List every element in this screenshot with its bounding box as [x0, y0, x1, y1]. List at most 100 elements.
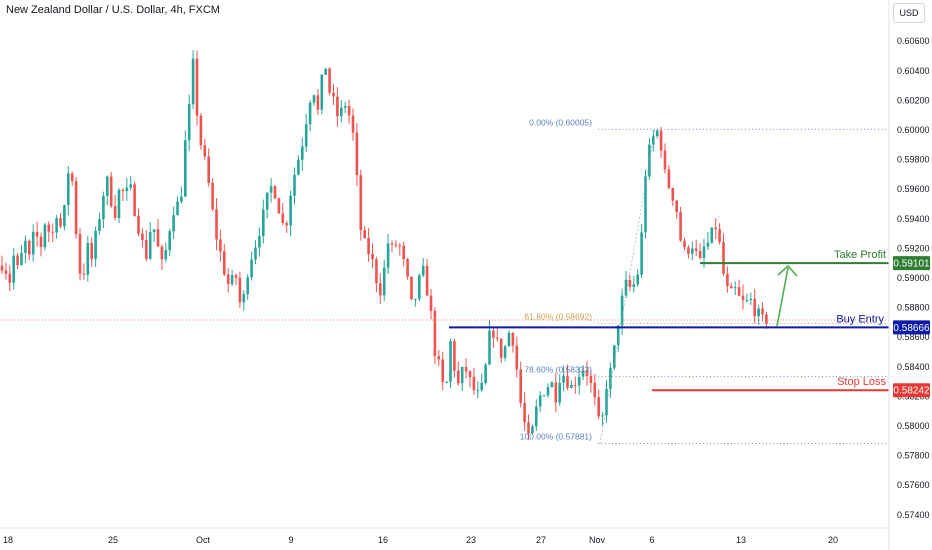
y-axis-tick: 0.58600 — [897, 332, 930, 342]
candle-body — [503, 346, 507, 358]
candle-body — [425, 265, 429, 296]
candle-body — [398, 245, 402, 247]
candle-body — [269, 186, 273, 193]
candle-body — [82, 273, 86, 275]
candle-body — [745, 300, 749, 301]
price-badge-label: 0.58242 — [893, 386, 930, 397]
candle-body — [363, 230, 366, 238]
candle-body — [47, 224, 51, 232]
candle-body — [219, 239, 222, 252]
candle-body — [340, 107, 343, 117]
candle-body — [328, 68, 331, 93]
y-axis-tick: 0.60000 — [897, 125, 930, 135]
candle-body — [199, 115, 203, 146]
price-badge-bg — [893, 383, 930, 398]
candle-body — [663, 150, 667, 170]
y-axis-tick: 0.57600 — [897, 480, 930, 490]
candle-body — [8, 273, 12, 283]
candle-body — [223, 251, 226, 275]
candle-body — [616, 325, 620, 346]
candle-body — [55, 218, 58, 233]
candle-body — [78, 234, 82, 274]
candle-body — [160, 246, 164, 260]
candle-body — [714, 227, 717, 230]
candle-body — [125, 187, 129, 191]
y-axis-tick: 0.57400 — [897, 510, 930, 520]
x-axis-tick: 18 — [3, 535, 13, 545]
candle-body — [164, 250, 168, 260]
candle-body — [20, 253, 23, 265]
candle-body — [98, 219, 101, 231]
candle-body — [453, 341, 456, 371]
y-axis-tick: 0.59800 — [897, 155, 930, 165]
candle-body — [457, 370, 460, 384]
candle-body — [460, 367, 464, 384]
candle-body — [43, 224, 47, 248]
candle-body — [499, 338, 503, 358]
candle-body — [496, 337, 499, 339]
candle-body — [277, 198, 281, 214]
candle-body — [184, 140, 187, 197]
x-axis-tick: Nov — [589, 535, 606, 545]
candle-body — [129, 184, 132, 188]
candle-body — [648, 144, 651, 177]
price-badge-bg — [893, 320, 930, 335]
candle-body — [336, 96, 339, 117]
candle-body — [312, 95, 316, 103]
candle-body — [250, 259, 253, 278]
candle-body — [527, 422, 530, 434]
candle-body — [74, 181, 78, 235]
candle-body — [675, 200, 678, 212]
candle-body — [523, 402, 526, 423]
candle-body — [542, 395, 546, 397]
candle-body — [698, 250, 702, 258]
candle-body — [659, 130, 663, 151]
candle-body — [285, 223, 288, 226]
candle-body — [679, 211, 682, 241]
chart-title: New Zealand Dollar / U.S. Dollar, 4h, FX… — [6, 4, 220, 16]
currency-button[interactable]: USD — [893, 3, 925, 23]
candle-body — [562, 375, 565, 383]
candle-body — [187, 104, 191, 141]
candle-body — [113, 206, 117, 218]
price-badge-bg — [893, 256, 930, 271]
fib-level-label: 78.60% (0.58333) — [524, 365, 592, 375]
candle-body — [141, 233, 144, 240]
y-axis-tick: 0.59600 — [897, 184, 930, 194]
candle-body — [351, 115, 355, 133]
candle-body — [4, 270, 8, 274]
candle-body — [640, 232, 643, 275]
candle-body — [749, 298, 753, 300]
candle-body — [757, 308, 760, 317]
candle-body — [765, 314, 768, 324]
y-axis-tick: 0.60200 — [897, 95, 930, 105]
candle-body — [343, 106, 347, 108]
candle-body — [133, 184, 136, 216]
candle-body — [566, 375, 569, 388]
candle-body — [273, 186, 277, 199]
candle-body — [585, 370, 589, 376]
x-axis-tick: 16 — [378, 535, 388, 545]
candle-body — [480, 383, 483, 391]
x-axis-tick: 23 — [466, 535, 476, 545]
candle-body — [176, 201, 179, 216]
y-axis-tick: 0.60600 — [897, 36, 930, 46]
candle-body — [168, 231, 171, 250]
candle-body — [28, 240, 31, 255]
candle-body — [605, 389, 608, 416]
candle-body — [492, 330, 495, 338]
x-axis-tick: 13 — [736, 535, 746, 545]
candle-body — [726, 273, 729, 287]
candle-body — [35, 231, 39, 237]
candle-body — [468, 371, 472, 377]
candle-body — [39, 236, 43, 248]
candle-body — [152, 229, 156, 232]
candle-body — [281, 213, 285, 223]
candle-body — [632, 284, 636, 287]
candle-body — [702, 246, 706, 258]
candle-body — [429, 295, 433, 311]
candle-body — [238, 277, 242, 303]
candle-body — [718, 229, 721, 242]
candle-body — [324, 68, 327, 75]
